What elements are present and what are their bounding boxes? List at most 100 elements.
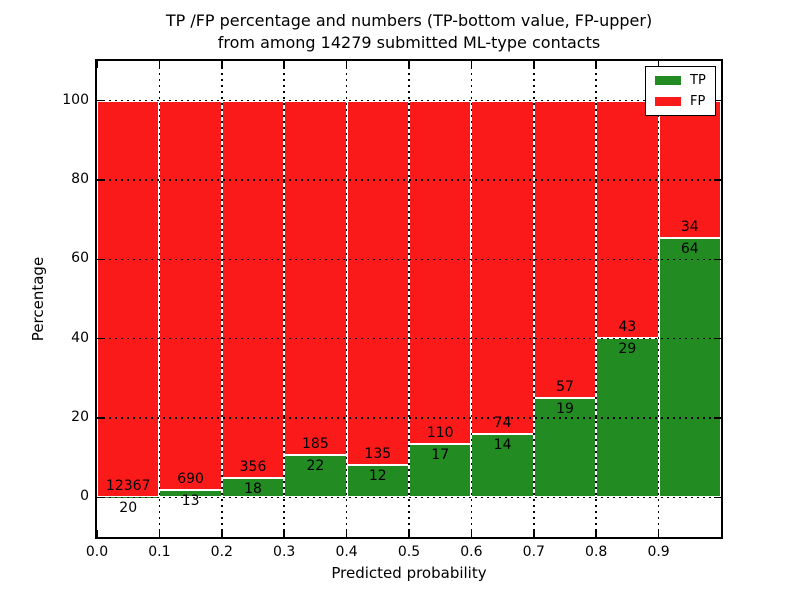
x-tick-bottom [96,530,98,537]
x-tick-label: 0.9 [647,544,670,560]
x-gridline [158,61,161,537]
bar-segment-fp [409,100,472,445]
legend-item-fp: FP [655,95,706,108]
x-gridline [657,61,660,537]
bar-label-fp: 74 [493,415,512,432]
bar-segment-fp [596,100,659,338]
y-tick-label: 20 [71,409,89,425]
x-tick-label: 0.4 [335,544,358,560]
legend-label-fp: FP [690,94,706,109]
y-tick-left [97,337,104,340]
x-tick-bottom [408,530,410,537]
bar-segment-fp [159,100,222,490]
bar-label-fp: 356 [239,459,267,476]
y-tick-left [97,496,104,499]
x-tick-label: 0.1 [148,544,171,560]
x-tick-label: 0.2 [210,544,233,560]
bar-segment-tp [658,238,721,498]
x-tick-bottom [533,530,535,537]
bar-label-fp: 135 [364,445,392,462]
y-gridline [97,179,721,181]
bar-segment-fp [533,100,597,399]
legend: TP FP [645,66,716,116]
x-gridline [283,61,285,537]
y-gridline [97,337,721,340]
bar-label-tp: 19 [556,401,574,418]
bar-segment-fp [658,100,721,239]
x-tick-label: 0.7 [522,544,545,560]
x-tick-bottom [470,530,473,537]
x-tick-label: 0.6 [460,544,483,560]
x-tick-top [595,61,597,68]
x-tick-top [533,61,535,68]
bar-label-tp: 22 [306,458,325,475]
y-tick-label: 60 [71,250,89,267]
bar-label-tp: 29 [618,340,637,357]
y-gridline [97,258,721,261]
x-gridline [595,61,597,537]
x-tick-bottom [158,530,161,537]
bar-label-tp: 14 [493,437,512,454]
legend-swatch-tp [655,76,681,85]
x-tick-bottom [595,530,597,537]
y-tick-right [714,179,721,181]
x-tick-bottom [221,530,223,537]
y-tick-label: 100 [62,91,89,108]
bar-segment-fp [284,100,347,456]
bar-label-tp: 20 [119,499,138,516]
bar-label-fp: 110 [426,425,454,442]
x-gridline [408,61,410,537]
x-tick-bottom [657,530,660,537]
bar-segment-fp [471,100,534,435]
y-tick-right [714,496,721,499]
x-tick-label: 0.5 [397,544,421,560]
legend-swatch-fp [655,97,681,106]
bar-segment-fp [97,100,160,497]
y-gridline [97,99,721,102]
x-tick-label: 0.8 [585,544,608,560]
bar-label-tp: 12 [368,467,387,484]
x-tick-bottom [283,530,285,537]
bar-label-tp: 64 [680,241,699,258]
y-gridline [97,417,721,419]
x-axis-label: Predicted probability [331,564,487,582]
y-axis-label: Percentage [29,256,47,342]
y-tick-right [714,337,721,340]
y-tick-right [714,99,721,102]
bar-segment-fp [221,100,285,479]
y-tick-label: 40 [71,329,89,346]
y-tick-left [97,417,104,419]
x-tick-top [221,61,223,68]
x-tick-label: 0.3 [273,544,296,560]
x-tick-label: 0.0 [85,544,109,560]
y-gridline [97,496,721,499]
bar-label-fp: 12367 [105,477,151,494]
bar-label-fp: 43 [618,318,637,335]
bar-label-fp: 57 [556,379,574,396]
x-tick-top [283,61,285,68]
bar-segment-fp [346,100,409,465]
y-tick-left [97,258,104,261]
x-tick-top [158,61,161,68]
chart-title-line1: TP /FP percentage and numbers (TP-bottom… [165,11,653,30]
y-tick-label: 80 [71,171,89,187]
x-tick-bottom [345,530,348,537]
y-tick-label: 0 [80,488,89,505]
chart-title: TP /FP percentage and numbers (TP-bottom… [97,10,721,54]
bar-label-tp: 17 [431,447,450,464]
x-tick-top [96,61,98,68]
x-gridline [221,61,223,537]
x-tick-top [470,61,473,68]
legend-item-tp: TP [655,74,706,87]
bar-label-tp: 13 [181,492,200,509]
y-tick-right [714,258,721,261]
x-tick-top [345,61,348,68]
plot-area: Percentage Predicted probability TP FP 1… [29,59,723,582]
bar-label-fp: 185 [302,436,329,453]
x-tick-top [408,61,410,68]
bar-label-fp: 690 [177,470,204,487]
y-tick-right [714,417,721,419]
y-tick-left [97,99,104,102]
y-tick-left [97,179,104,181]
